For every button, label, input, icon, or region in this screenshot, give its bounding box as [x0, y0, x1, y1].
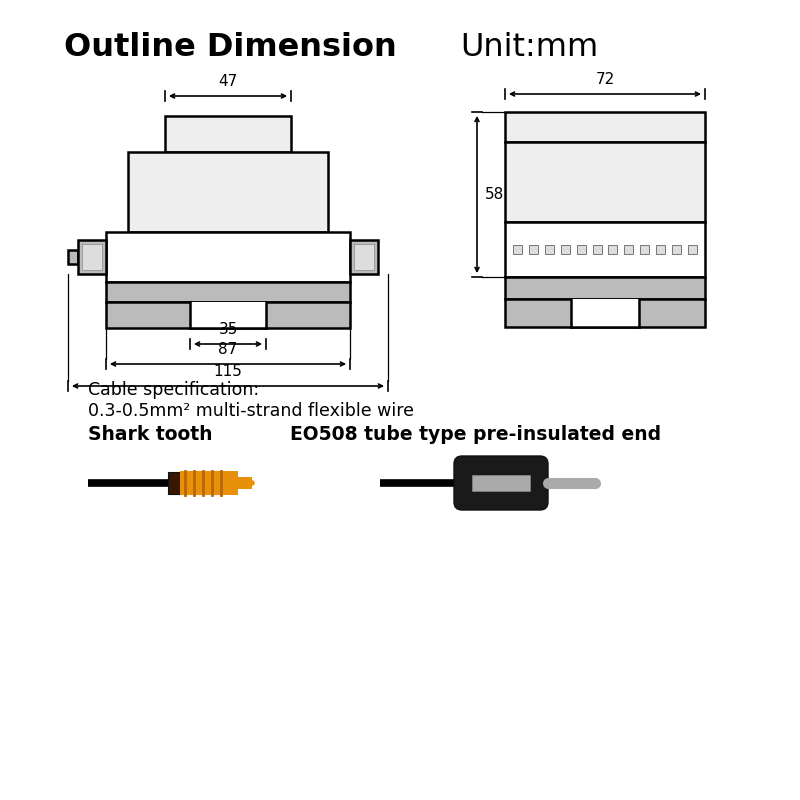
Bar	[128, 152, 328, 232]
Bar	[505, 222, 705, 277]
Bar	[360, 250, 370, 264]
Text: 72: 72	[595, 72, 614, 87]
Bar	[505, 277, 705, 299]
Text: 35: 35	[218, 322, 238, 337]
Text: EO508 tube type pre-insulated end: EO508 tube type pre-insulated end	[290, 426, 661, 445]
Text: Unit:mm: Unit:mm	[460, 31, 598, 62]
Bar	[168, 472, 180, 494]
Bar	[472, 475, 530, 491]
Bar	[529, 245, 538, 254]
Bar	[505, 142, 705, 222]
Bar	[165, 116, 291, 152]
Text: 58: 58	[485, 187, 504, 202]
Bar	[350, 240, 378, 274]
Text: 115: 115	[214, 364, 242, 379]
Bar	[82, 244, 102, 270]
Text: Outline Dimension: Outline Dimension	[64, 31, 396, 62]
Text: Shark tooth: Shark tooth	[88, 426, 213, 445]
Bar	[624, 245, 634, 254]
Bar	[78, 240, 106, 274]
Bar	[593, 245, 602, 254]
Text: 47: 47	[218, 74, 238, 89]
Bar	[190, 302, 266, 328]
Bar	[505, 112, 705, 142]
Bar	[180, 471, 238, 495]
Bar	[571, 299, 639, 327]
Bar	[354, 244, 374, 270]
Bar	[513, 245, 522, 254]
FancyBboxPatch shape	[454, 456, 548, 510]
Text: 0.3-0.5mm² multi-strand flexible wire: 0.3-0.5mm² multi-strand flexible wire	[88, 402, 414, 420]
Bar	[577, 245, 586, 254]
Bar	[656, 245, 665, 254]
Bar	[561, 245, 570, 254]
Bar	[672, 245, 681, 254]
Bar	[106, 302, 350, 328]
Text: 87: 87	[218, 342, 238, 357]
Bar	[106, 282, 350, 302]
Bar	[68, 250, 78, 264]
Bar	[609, 245, 618, 254]
Bar	[688, 245, 697, 254]
Bar	[238, 477, 252, 489]
Bar	[505, 299, 705, 327]
Bar	[106, 232, 350, 282]
Bar	[640, 245, 650, 254]
Text: Cable specification:: Cable specification:	[88, 381, 259, 399]
Bar	[545, 245, 554, 254]
